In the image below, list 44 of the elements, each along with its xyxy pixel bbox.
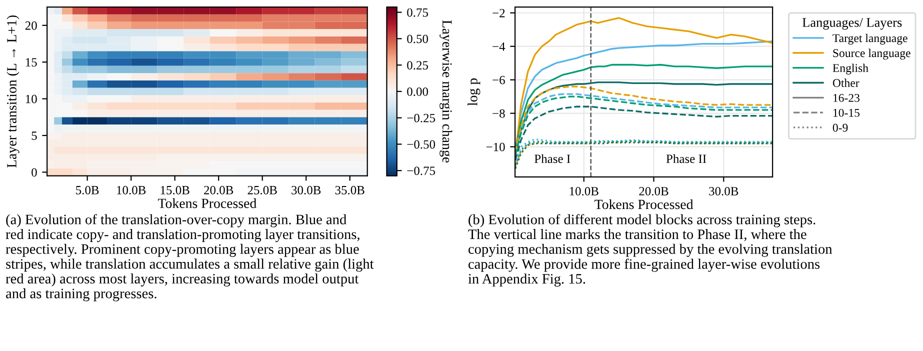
x-tick-label: 20.0B [639,186,668,196]
legend-label: 10-15 [833,108,860,117]
legend-label: 16-23 [833,94,860,102]
x-tick-label: 25.0B [248,186,277,194]
color-bar-label: 0.00 [407,87,428,96]
x-tick-label: 5.0B [76,186,99,194]
legend-label: Source language [833,48,910,60]
text: (a) Evolution of the translation-over-copy margin. Blue and red indicate copy- and translation-promoting layer transitions, respectively. Prominent copy-promoting layers appear as blue stripes, while translation accumulates a small relative gain (light red area) across most layers, increasing towards model output and as training progresses. [6,214,374,302]
color-bar-label: −0.50 [407,140,436,149]
legend-label: Target language [832,34,908,45]
x-tick-label: 20.0B [204,186,234,194]
y-axis-title: Layer transition (L → L+1) [6,15,20,168]
y-tick-label: −6 [492,76,505,84]
y-axis-title: log p [468,78,480,106]
color-bar-label: 0.50 [407,34,428,44]
color-bar-label: 0.75 [407,8,428,17]
x-tick-label: 10.0B [570,186,598,196]
annotation: Phase II [666,154,706,164]
color-bar-label: −0.25 [407,114,436,122]
y-tick-label: 0 [32,168,37,177]
y-tick-label: 10 [26,94,37,104]
x-tick-label: 30.0B [292,186,321,194]
x-tick-label: 15.0B [160,186,190,194]
y-tick-label: 15 [26,58,37,67]
x-tick-label: 10.0B [117,186,146,194]
legend-title: Languages/ Layers [802,18,902,30]
legend-label: Other [832,78,860,87]
y-tick-label: 5 [32,132,37,140]
color-bar-label: −0.75 [407,166,436,176]
color-bar-title: Layerwise margin change [440,20,452,163]
x-tick-label: 30.0B [709,186,738,196]
y-tick-label: −4 [492,42,506,51]
text: (b) Evolution of different model blocks across training steps. The vertical line marks the transition to Phase II, where the copying mechanism gets suppressed by the evolving translation capacity. We provide more fine-grained layer-wise evolutions in Appendix Fig. 15. [468,214,832,287]
y-tick-label: 20 [25,21,37,30]
annotation: Phase I [534,154,570,164]
y-tick-label: −8 [492,109,505,118]
legend-label: 0-9 [832,124,848,132]
color-bar-label: 0.25 [407,61,428,70]
y-tick-label: −2 [492,8,505,18]
legend-label: English [832,64,868,74]
x-axis-title: Tokens Processed [158,198,257,208]
y-tick-label: −10 [486,142,505,152]
x-axis-title: Tokens Processed [594,199,694,210]
x-tick-label: 35.0B [335,186,364,194]
